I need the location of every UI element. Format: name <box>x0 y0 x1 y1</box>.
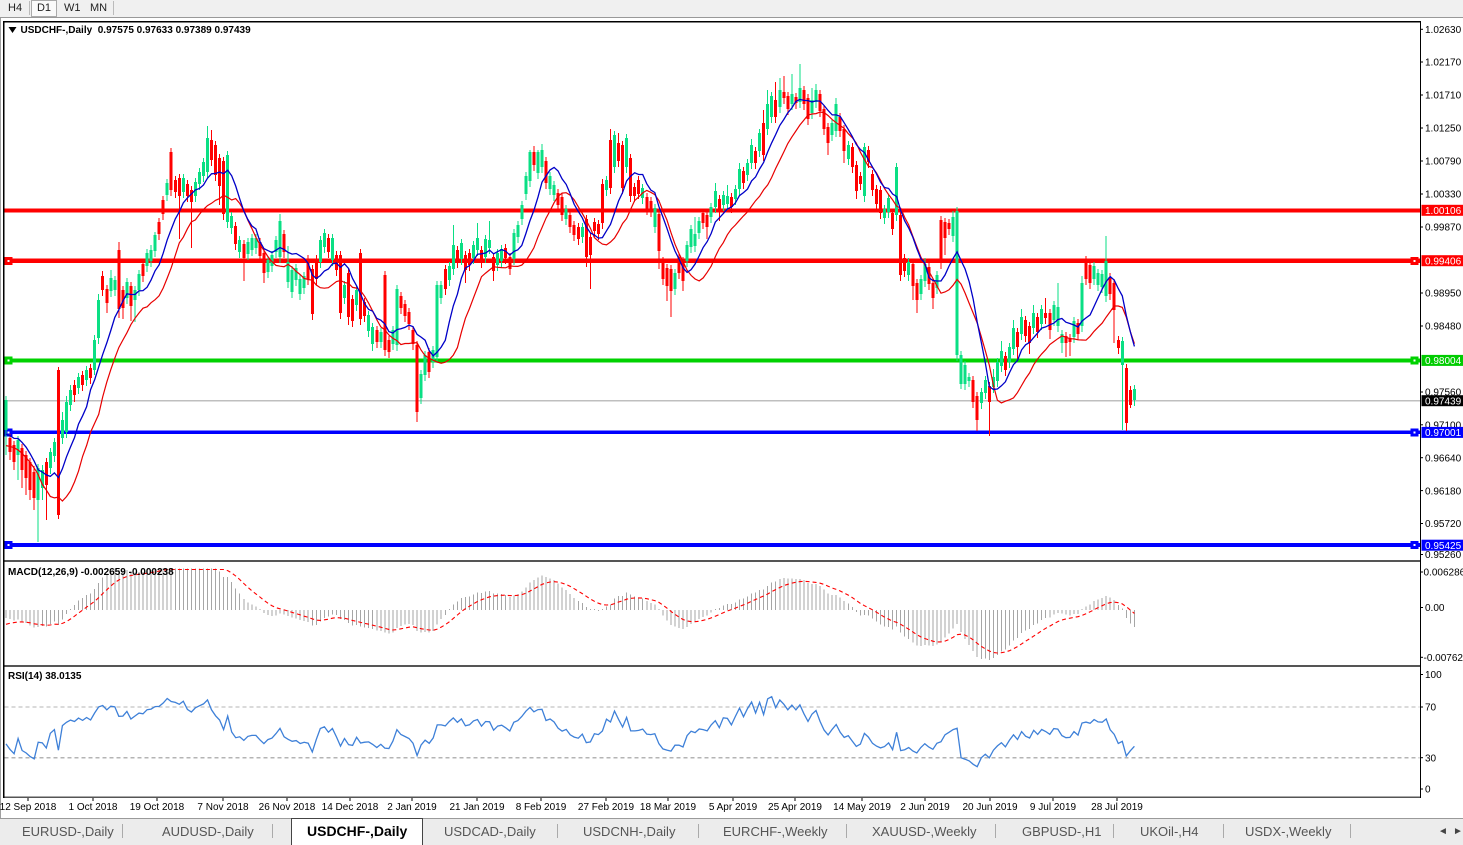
svg-text:14 Dec 2018: 14 Dec 2018 <box>322 802 379 813</box>
svg-text:0.006286: 0.006286 <box>1424 568 1463 579</box>
svg-text:0.00: 0.00 <box>1425 603 1445 614</box>
svg-text:USDCHF-,Daily 0.97575 0.97633: USDCHF-,Daily 0.97575 0.97633 0.97389 0.… <box>21 25 252 36</box>
svg-text:0.95425: 0.95425 <box>1425 541 1462 552</box>
svg-text:0.95260: 0.95260 <box>1425 550 1462 561</box>
svg-text:1.01710: 1.01710 <box>1425 91 1462 102</box>
svg-text:0.98480: 0.98480 <box>1425 322 1462 333</box>
svg-text:12 Sep 2018: 12 Sep 2018 <box>0 802 57 813</box>
svg-text:0.96640: 0.96640 <box>1425 453 1462 464</box>
svg-text:2 Jan 2019: 2 Jan 2019 <box>387 802 437 813</box>
svg-text:0.97100: 0.97100 <box>1425 421 1462 432</box>
svg-text:0: 0 <box>1425 785 1431 796</box>
svg-text:0.96180: 0.96180 <box>1425 486 1462 497</box>
svg-text:1.02170: 1.02170 <box>1425 58 1462 69</box>
svg-text:0.97001: 0.97001 <box>1425 428 1462 439</box>
svg-text:9 Jul 2019: 9 Jul 2019 <box>1030 802 1077 813</box>
svg-text:7 Nov 2018: 7 Nov 2018 <box>197 802 249 813</box>
svg-text:21 Jan 2019: 21 Jan 2019 <box>449 802 504 813</box>
svg-text:19 Oct 2018: 19 Oct 2018 <box>130 802 185 813</box>
svg-text:14 May 2019: 14 May 2019 <box>833 802 891 813</box>
svg-text:1 Oct 2018: 1 Oct 2018 <box>69 802 118 813</box>
svg-text:1.00330: 1.00330 <box>1425 190 1462 201</box>
svg-text:20 Jun 2019: 20 Jun 2019 <box>962 802 1017 813</box>
svg-text:27 Feb 2019: 27 Feb 2019 <box>578 802 635 813</box>
svg-text:0.98004: 0.98004 <box>1425 356 1462 367</box>
svg-text:70: 70 <box>1425 703 1437 714</box>
svg-text:18 Mar 2019: 18 Mar 2019 <box>640 802 697 813</box>
svg-text:25 Apr 2019: 25 Apr 2019 <box>768 802 822 813</box>
svg-text:28 Jul 2019: 28 Jul 2019 <box>1091 802 1143 813</box>
svg-text:0.97560: 0.97560 <box>1425 388 1462 399</box>
svg-text:MACD(12,26,9) -0.002659 -0.000: MACD(12,26,9) -0.002659 -0.000238 <box>8 567 174 578</box>
svg-text:30: 30 <box>1425 753 1437 764</box>
svg-text:-0.00762: -0.00762 <box>1424 653 1463 664</box>
svg-text:2 Jun 2019: 2 Jun 2019 <box>900 802 950 813</box>
svg-text:0.99406: 0.99406 <box>1425 256 1462 267</box>
svg-text:1.00106: 1.00106 <box>1425 206 1462 217</box>
svg-text:0.97439: 0.97439 <box>1425 396 1462 407</box>
svg-text:8 Feb 2019: 8 Feb 2019 <box>516 802 567 813</box>
svg-text:0.95720: 0.95720 <box>1425 519 1462 530</box>
svg-text:100: 100 <box>1425 670 1442 681</box>
svg-text:1.01250: 1.01250 <box>1425 124 1462 135</box>
svg-text:0.98950: 0.98950 <box>1425 289 1462 300</box>
svg-text:5 Apr 2019: 5 Apr 2019 <box>709 802 758 813</box>
svg-text:RSI(14) 38.0135: RSI(14) 38.0135 <box>8 671 82 682</box>
svg-text:26 Nov 2018: 26 Nov 2018 <box>259 802 316 813</box>
svg-text:1.02630: 1.02630 <box>1425 25 1462 36</box>
svg-text:1.00790: 1.00790 <box>1425 157 1462 168</box>
svg-text:0.99870: 0.99870 <box>1425 223 1462 234</box>
